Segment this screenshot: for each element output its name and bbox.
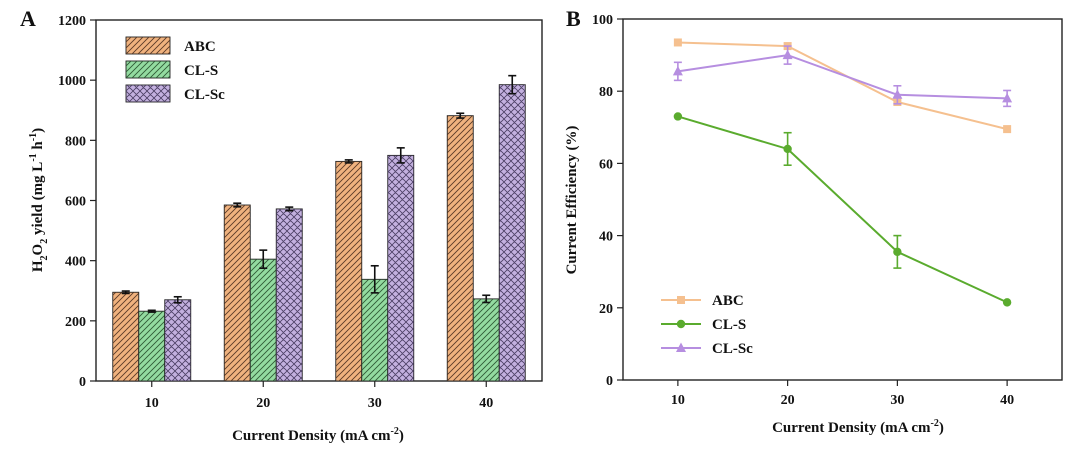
marker-circle <box>893 247 902 257</box>
legend-label: CL-Sc <box>712 341 753 357</box>
y-tick-label: 100 <box>592 13 613 28</box>
legend-swatch-pattern <box>126 37 170 54</box>
bar-pattern <box>447 115 474 381</box>
panel-a-legend: ABC CL-S CL-Sc <box>125 36 225 103</box>
bar-pattern <box>112 292 139 381</box>
panel-a: A 0 200 400 600 800 1000 1200 10 20 30 40 ABC CL-S C… <box>20 6 543 444</box>
marker-square <box>673 38 682 47</box>
y-title-part: O <box>30 244 46 256</box>
panel-a-y-axis-title: H2O2 yield (mg L-1 h-1) <box>28 128 50 272</box>
legend-label: CL-Sc <box>184 87 225 103</box>
legend-label: ABC <box>184 39 216 55</box>
bar-pattern <box>250 259 277 381</box>
y-tick-label: 0 <box>79 375 86 390</box>
y-tick-label: 600 <box>65 195 86 210</box>
marker-circle <box>783 144 792 154</box>
y-title-part: h <box>30 141 46 154</box>
marker-square <box>1003 125 1012 134</box>
legend-label: ABC <box>712 293 744 309</box>
legend-label: CL-S <box>184 63 218 79</box>
y-title-part: 2 <box>39 255 50 260</box>
y-tick-label: 200 <box>65 315 86 330</box>
series-line <box>677 41 1008 131</box>
y-tick-label: 40 <box>599 230 613 245</box>
x-tick-label: 20 <box>256 396 270 411</box>
marker-triangle <box>892 89 903 99</box>
series-line <box>677 54 1008 100</box>
panel-a-x-axis-title: Current Density (mA cm-2) <box>232 426 404 444</box>
x-tick-label: 20 <box>781 393 795 408</box>
y-title-part: -1 <box>28 153 39 161</box>
marker-circle <box>673 112 683 121</box>
bar-pattern <box>138 311 165 381</box>
y-tick-label: 400 <box>65 255 86 270</box>
y-title-part: ) <box>30 128 46 133</box>
y-title-part: -1 <box>28 133 39 141</box>
x-tick-label: 10 <box>145 396 159 411</box>
y-tick-label: 80 <box>599 85 613 100</box>
panel-b-series <box>672 38 1013 307</box>
panel-a-letter: A <box>20 6 36 31</box>
bar-pattern <box>335 161 362 381</box>
y-tick-label: 800 <box>65 134 86 149</box>
bar-pattern <box>224 205 251 381</box>
legend-swatch-pattern <box>126 61 170 78</box>
marker-circle <box>1002 298 1012 307</box>
y-tick-label: 1000 <box>58 74 86 89</box>
bar-pattern <box>164 299 191 381</box>
marker-triangle <box>672 65 683 76</box>
panel-b-letter: B <box>566 6 581 31</box>
y-title-part: 2 <box>39 239 50 244</box>
y-title-part: H <box>30 260 46 272</box>
x-tick-label: 40 <box>1000 393 1014 408</box>
x-tick-label: 30 <box>368 396 382 411</box>
panel-b-legend: ABC CL-S CL-Sc <box>661 293 753 357</box>
x-tick-label: 10 <box>671 393 685 408</box>
panel-b: B 0 20 40 60 80 100 10 20 30 40 ABC CL-S CL-Sc Curr… <box>564 6 1063 436</box>
y-tick-label: 1200 <box>58 14 86 29</box>
panel-a-bars <box>112 74 526 382</box>
legend-label: CL-S <box>712 317 746 333</box>
marker-triangle <box>1002 92 1013 103</box>
legend-swatch-pattern <box>126 85 170 102</box>
bar-pattern <box>361 279 388 381</box>
y-tick-label: 20 <box>599 302 613 317</box>
panel-b-axes: 0 20 40 60 80 100 10 20 30 40 <box>592 13 1063 408</box>
panel-b-plot-frame <box>622 18 1063 381</box>
panel-b-y-axis-title: Current Efficiency (%) <box>564 126 580 275</box>
marker-triangle <box>676 342 686 352</box>
y-tick-label: 60 <box>599 157 613 172</box>
bar-pattern <box>276 208 303 381</box>
bar-pattern <box>387 155 414 381</box>
marker-circle <box>676 319 686 329</box>
y-tick-label: 0 <box>606 374 613 389</box>
panel-b-x-axis-title: Current Density (mA cm-2) <box>772 418 944 436</box>
x-tick-label: 30 <box>890 393 904 408</box>
y-title-part: yield (mg L <box>30 162 46 239</box>
marker-triangle <box>782 49 793 60</box>
marker-square <box>677 296 685 304</box>
panel-a-axes: 0 200 400 600 800 1000 1200 10 20 30 40 <box>58 14 543 411</box>
x-tick-label: 40 <box>479 396 493 411</box>
bar-pattern <box>499 84 526 381</box>
bar-pattern <box>473 298 500 381</box>
series-line <box>677 115 1008 304</box>
